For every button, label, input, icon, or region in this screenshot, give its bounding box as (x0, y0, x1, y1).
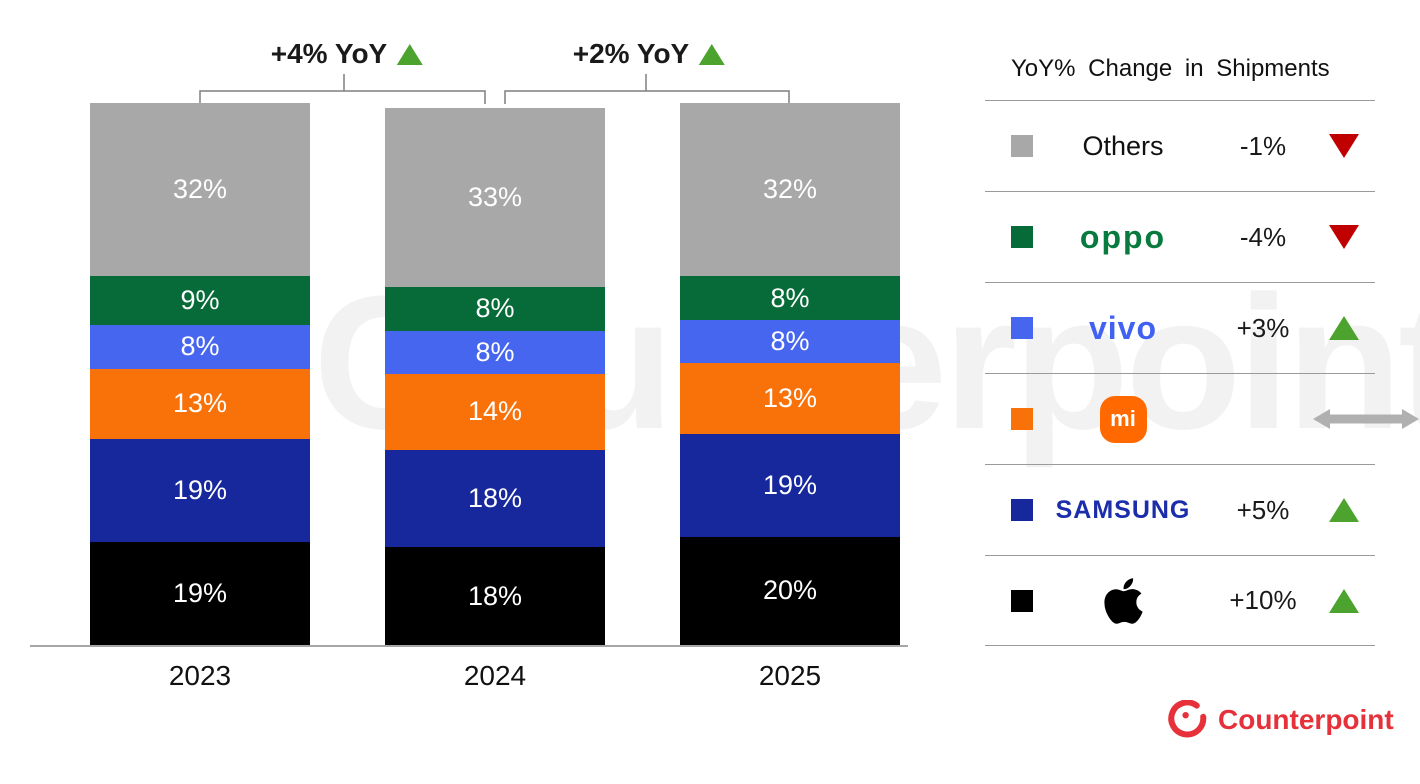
bar-segment-apple: 19% (90, 542, 310, 645)
samsung-swatch (1011, 499, 1033, 521)
segment-value-label: 13% (172, 388, 228, 419)
oppo-logo: oppo (1079, 218, 1167, 255)
counterpoint-branding: Counterpoint (1168, 700, 1394, 740)
bar-segment-vivo: 8% (385, 330, 605, 374)
legend-title: YoY% Change in Shipments (1011, 55, 1330, 82)
segment-value-label: 18% (467, 483, 523, 514)
oppo-change: -4% (1239, 221, 1287, 252)
segment-value-label: 8% (475, 293, 515, 324)
up-arrow-icon (1329, 498, 1359, 522)
bar-segment-vivo: 8% (680, 319, 900, 364)
stacked-bar-chart: +4% YoY +2% YoY 32% 9% 8% 13% 19% 19% 33% 8% 8%… (30, 38, 908, 691)
oppo-swatch (1011, 226, 1033, 248)
segment-value-label: 19% (172, 578, 228, 608)
others-label: Others (1082, 130, 1164, 161)
legend-row-samsung: SAMSUNG +5% (985, 464, 1375, 555)
yoy-annotation-2024-2025: +2% YoY (572, 38, 726, 70)
bar-segment-oppo: 8% (385, 287, 605, 331)
segment-value-label: 20% (762, 575, 818, 606)
bar-segment-vivo: 8% (90, 325, 310, 369)
down-arrow-icon (1329, 134, 1359, 158)
legend-panel: YoY% Change in Shipments Others -1% oppo… (985, 45, 1419, 646)
bar-segment-oppo: 9% (90, 276, 310, 326)
legend-row-apple: +10% (985, 555, 1375, 646)
down-arrow-icon (1329, 225, 1359, 249)
legend-row-xiaomi: mi (985, 373, 1419, 464)
vivo-swatch (1011, 317, 1033, 339)
segment-value-label: 8% (770, 325, 810, 356)
bar-2024: 33% 8% 8% 14% 18% 18% (385, 108, 605, 645)
segment-value-label: 14% (467, 396, 523, 427)
apple-change: +10% (1229, 585, 1297, 615)
segment-value-label: 9% (180, 285, 220, 316)
segment-value-label: 32% (762, 174, 818, 205)
segment-value-label: 18% (467, 580, 523, 611)
bar-segment-others: 32% (680, 102, 900, 277)
bar-segment-samsung: 18% (385, 449, 605, 548)
x-axis-label-2025: 2025 (758, 660, 822, 691)
up-arrow-icon (397, 43, 424, 65)
vivo-change: +3% (1236, 312, 1290, 343)
up-arrow-icon (1329, 588, 1359, 613)
xiaomi-logo: mi (1099, 395, 1147, 443)
samsung-change: +5% (1236, 494, 1290, 525)
flat-arrow-icon (1313, 409, 1419, 429)
bar-segment-samsung: 19% (680, 433, 900, 537)
bar-segment-apple: 20% (680, 536, 900, 645)
vivo-logo: vivo (1088, 309, 1158, 346)
yoy-brackets (199, 74, 790, 104)
bar-segment-oppo: 8% (680, 276, 900, 320)
bar-segment-others: 33% (385, 108, 605, 288)
bar-segment-apple: 18% (385, 547, 605, 645)
bar-2025: 32% 8% 8% 13% 19% 20% (680, 102, 900, 645)
counterpoint-logo-text: Counterpoint (1218, 704, 1394, 735)
segment-value-label: 33% (467, 182, 523, 213)
segment-value-label: 19% (762, 469, 818, 500)
samsung-logo: SAMSUNG (1055, 495, 1191, 524)
up-arrow-icon (699, 43, 726, 65)
bar-segment-xiaomi: 13% (90, 368, 310, 439)
segment-value-label: 8% (770, 282, 810, 313)
counterpoint-logo-icon (1168, 700, 1207, 738)
bar-segment-others: 32% (90, 102, 310, 277)
up-arrow-icon (1329, 316, 1359, 340)
segment-value-label: 19% (172, 475, 228, 505)
x-axis-label-2024: 2024 (463, 660, 527, 691)
x-axis-label-2023: 2023 (168, 660, 232, 691)
others-change: -1% (1239, 130, 1287, 161)
apple-logo-icon (1103, 577, 1143, 624)
legend-row-others: Others -1% (985, 100, 1375, 191)
bar-2023: 32% 9% 8% 13% 19% 19% (90, 102, 310, 645)
bar-segment-samsung: 19% (90, 439, 310, 542)
legend-row-vivo: vivo +3% (985, 282, 1375, 373)
x-axis-line (30, 645, 908, 647)
xiaomi-swatch (1011, 408, 1033, 430)
yoy-annotation-2023-2024: +4% YoY (270, 38, 424, 70)
segment-value-label: 8% (475, 336, 515, 367)
others-swatch (1011, 135, 1033, 157)
bar-segment-xiaomi: 13% (680, 363, 900, 434)
segment-value-label: 13% (762, 382, 818, 413)
bar-segment-xiaomi: 14% (385, 373, 605, 450)
segment-value-label: 32% (172, 174, 228, 205)
segment-value-label: 8% (180, 331, 220, 362)
legend-row-oppo: oppo -4% (985, 191, 1375, 282)
yoy-annotation-text: +2% YoY (572, 38, 690, 69)
yoy-annotation-text: +4% YoY (270, 38, 388, 69)
apple-swatch (1011, 589, 1033, 612)
